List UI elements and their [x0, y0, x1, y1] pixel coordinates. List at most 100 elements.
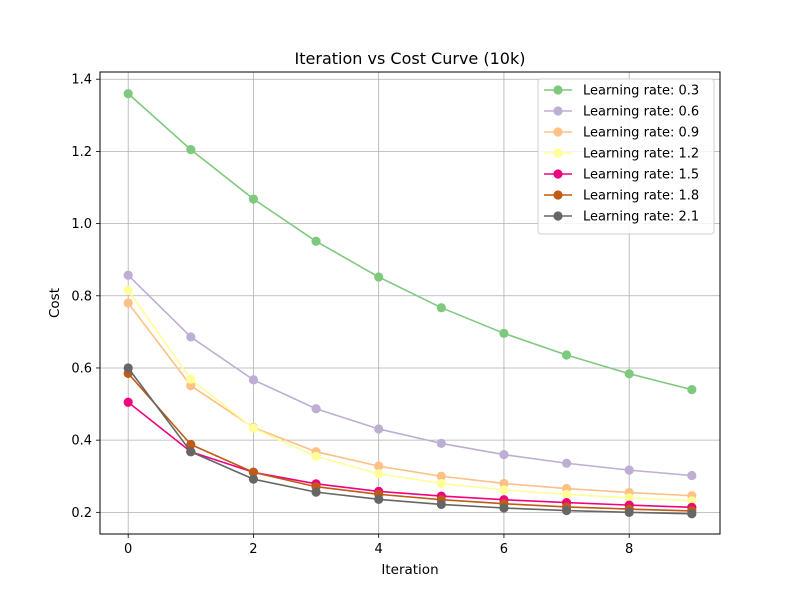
data-point [499, 485, 509, 495]
data-point [624, 507, 634, 517]
legend-entry: Learning rate: 0.9 [544, 126, 699, 141]
data-point [123, 285, 133, 295]
data-point [624, 369, 634, 379]
legend-marker [553, 106, 563, 116]
series-line [127, 372, 692, 512]
series-line [127, 274, 692, 477]
x-tick-label: 8 [625, 542, 633, 557]
legend-entry: Learning rate: 2.1 [544, 210, 699, 225]
y-axis-label: Cost [47, 288, 63, 318]
legend-entry: Learning rate: 0.6 [544, 105, 699, 120]
legend-marker [553, 211, 563, 221]
data-point [499, 449, 509, 460]
chart-title: Iteration vs Cost Curve (10k) [295, 49, 526, 68]
x-tick-label: 0 [124, 542, 132, 557]
data-point [248, 194, 259, 204]
data-point [248, 423, 259, 433]
y-tick-label: 0.8 [71, 289, 92, 304]
series-4 [123, 285, 697, 506]
legend-entry: Learning rate: 1.2 [544, 147, 699, 162]
legend-box [537, 78, 715, 235]
legend-entry: Learning rate: 1.5 [544, 168, 699, 183]
data-point [561, 350, 572, 360]
y-tick-label: 0.2 [71, 506, 92, 521]
data-point [186, 439, 196, 450]
y-axis-ticks: 0.2 0.4 0.6 0.8 1.0 1.2 1.4 [71, 73, 100, 521]
data-point [499, 503, 509, 513]
legend-label: Learning rate: 0.3 [583, 84, 699, 99]
data-point [436, 471, 446, 481]
data-point [561, 489, 572, 499]
legend-marker [553, 148, 563, 158]
series-line [127, 93, 693, 391]
series-7 [123, 363, 697, 519]
legend-label: Learning rate: 1.5 [583, 168, 699, 183]
series-line [127, 401, 692, 509]
series-2 [123, 270, 697, 481]
data-point [186, 145, 196, 155]
data-point [624, 493, 634, 503]
legend-marker [553, 127, 563, 137]
y-tick-label: 0.4 [71, 434, 92, 449]
series-line [127, 367, 692, 515]
y-tick-label: 1.0 [71, 217, 92, 232]
series-1 [123, 89, 697, 395]
legend-marker [553, 190, 563, 200]
y-tick-label: 0.6 [71, 361, 92, 376]
data-point [374, 424, 384, 434]
data-point [248, 474, 259, 484]
data-point [186, 381, 196, 391]
data-point [248, 467, 259, 477]
x-tick-label: 6 [500, 542, 508, 557]
data-point [561, 458, 572, 468]
data-point [123, 270, 133, 280]
x-axis-label: Iteration [381, 562, 438, 578]
data-point [687, 496, 697, 506]
data-point [248, 375, 259, 385]
data-point [687, 385, 697, 395]
data-point [311, 404, 321, 414]
data-point [123, 89, 133, 99]
legend-marker [553, 85, 563, 95]
legend-label: Learning rate: 0.6 [583, 105, 699, 120]
x-tick-label: 2 [249, 542, 257, 557]
plot-frame [99, 71, 721, 535]
legend-label: Learning rate: 1.2 [583, 147, 699, 162]
data-point [311, 236, 321, 246]
data-point [436, 478, 446, 489]
data-point [374, 469, 384, 479]
data-point [499, 328, 509, 338]
data-point [436, 303, 446, 313]
data-point [687, 509, 697, 519]
series-line [127, 289, 692, 502]
data-point [561, 505, 572, 516]
x-tick-label: 4 [375, 542, 383, 557]
series-layer [123, 89, 697, 519]
data-point [123, 397, 133, 407]
data-point [186, 374, 196, 384]
data-point [123, 298, 133, 308]
data-point [624, 465, 634, 475]
data-point [123, 363, 133, 373]
data-point [436, 499, 446, 510]
y-tick-label: 1.4 [71, 73, 92, 88]
data-point [374, 494, 384, 504]
legend-label: Learning rate: 2.1 [583, 210, 699, 225]
legend-marker [553, 169, 563, 179]
data-point [186, 332, 196, 342]
legend-entry: Learning rate: 1.8 [544, 189, 699, 204]
data-point [374, 272, 384, 282]
series-line [127, 302, 692, 497]
y-tick-label: 1.2 [71, 145, 92, 160]
x-axis-ticks: 0 2 4 6 8 [124, 534, 633, 557]
data-point [436, 438, 446, 449]
legend-entry: Learning rate: 0.3 [544, 84, 699, 99]
data-point [374, 461, 384, 471]
data-point [186, 447, 196, 457]
data-point [311, 451, 321, 461]
data-point [499, 478, 509, 489]
data-point [687, 470, 697, 481]
legend-label: Learning rate: 0.9 [583, 126, 699, 141]
